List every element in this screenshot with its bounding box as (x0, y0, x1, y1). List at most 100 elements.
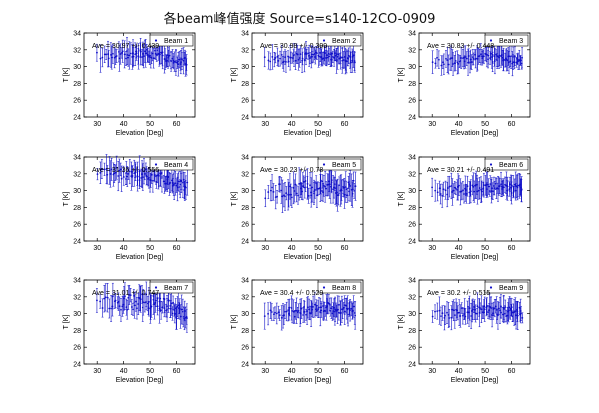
chart-panel-7: 24 26 28 30 32 34 30 40 50 60 Elevation [Deg] T [K]… (63, 278, 196, 384)
x-tick-label: 50 (314, 368, 322, 375)
y-tick-label: 30 (241, 311, 249, 318)
data-point (284, 310, 286, 313)
data-point (282, 194, 285, 197)
data-point (471, 184, 474, 187)
y-tick-label: 26 (408, 345, 416, 352)
data-point (123, 297, 125, 300)
data-point (138, 170, 141, 172)
data-point (288, 306, 291, 309)
axes-frame (251, 32, 364, 118)
data-point (106, 173, 109, 176)
data-point (109, 173, 112, 175)
data-point (468, 191, 471, 194)
data-point (305, 313, 307, 316)
data-point (126, 54, 129, 56)
x-tick-label: 40 (120, 245, 128, 252)
data-point (185, 186, 187, 189)
data-point (490, 307, 492, 310)
y-tick-label: 32 (408, 171, 416, 178)
data-point (311, 53, 314, 56)
data-point (293, 54, 295, 56)
data-point (176, 182, 179, 185)
y-tick-label: 34 (241, 31, 249, 38)
data-point (473, 308, 476, 311)
data-point (136, 307, 138, 310)
data-point (287, 60, 290, 63)
data-point (478, 55, 481, 57)
legend-box (317, 34, 362, 47)
y-tick-label: 34 (408, 155, 416, 162)
data-point (297, 58, 300, 61)
data-point (150, 56, 153, 59)
data-point (115, 55, 118, 57)
data-point (456, 61, 459, 64)
data-point (180, 180, 183, 183)
data-point (339, 56, 342, 59)
data-point (329, 303, 331, 306)
data-point (458, 311, 461, 314)
data-point (452, 63, 454, 65)
data-point (148, 300, 150, 303)
x-axis-label: Elevation [Deg] (451, 254, 499, 261)
legend-box (149, 158, 194, 171)
data-point (446, 59, 449, 62)
data-point (491, 190, 494, 193)
data-point (132, 55, 135, 58)
data-point (343, 193, 346, 196)
data-point (173, 60, 176, 63)
data-point (306, 310, 308, 313)
y-tick-label: 34 (241, 278, 249, 285)
data-point (345, 60, 348, 63)
x-tick-label: 50 (481, 368, 489, 375)
data-point (161, 54, 164, 57)
x-tick-label: 30 (93, 121, 101, 128)
data-point (329, 53, 332, 56)
data-point (321, 190, 323, 192)
chart-panel-9: 24 26 28 30 32 34 30 40 50 60 Elevation [Deg] T [K]… (398, 278, 531, 384)
data-point (479, 307, 482, 309)
data-point (144, 52, 147, 55)
data-point (319, 179, 322, 182)
data-point (285, 61, 287, 63)
x-tick-label: 30 (261, 368, 269, 375)
x-tick-label: 60 (341, 368, 349, 375)
data-point (457, 186, 459, 188)
data-point (129, 52, 132, 55)
data-point (293, 315, 296, 318)
data-point (96, 51, 98, 54)
data-point (305, 53, 308, 55)
data-point (147, 54, 149, 57)
data-point (513, 311, 516, 314)
data-point (127, 172, 130, 175)
data-point (311, 186, 314, 189)
data-point (120, 177, 123, 180)
data-point (300, 307, 303, 310)
legend-label: Beam 4 (164, 162, 188, 169)
data-point (319, 51, 322, 54)
data-point (473, 190, 476, 193)
data-point (476, 305, 479, 308)
chart-panel-4: 24 26 28 30 32 34 30 40 50 60 Elevation [Deg] T [K]… (63, 154, 196, 261)
axes-frame (251, 279, 364, 365)
data-point (354, 314, 357, 317)
data-point (163, 298, 166, 300)
data-point (489, 183, 492, 185)
data-point (352, 179, 355, 182)
data-point (178, 58, 181, 61)
data-point (101, 56, 104, 59)
data-point (513, 183, 516, 186)
data-point (330, 179, 333, 181)
data-point (180, 308, 183, 311)
data-point (453, 62, 456, 65)
legend-marker (322, 286, 326, 289)
data-point (483, 305, 485, 308)
data-point (459, 60, 462, 62)
y-axis-label: T [K] (398, 192, 405, 207)
data-point (469, 190, 472, 193)
x-tick-label: 30 (93, 245, 101, 252)
data-point (339, 311, 342, 314)
y-tick-label: 24 (408, 362, 416, 369)
data-point (127, 56, 130, 59)
data-point (141, 173, 143, 176)
data-point (151, 179, 154, 182)
